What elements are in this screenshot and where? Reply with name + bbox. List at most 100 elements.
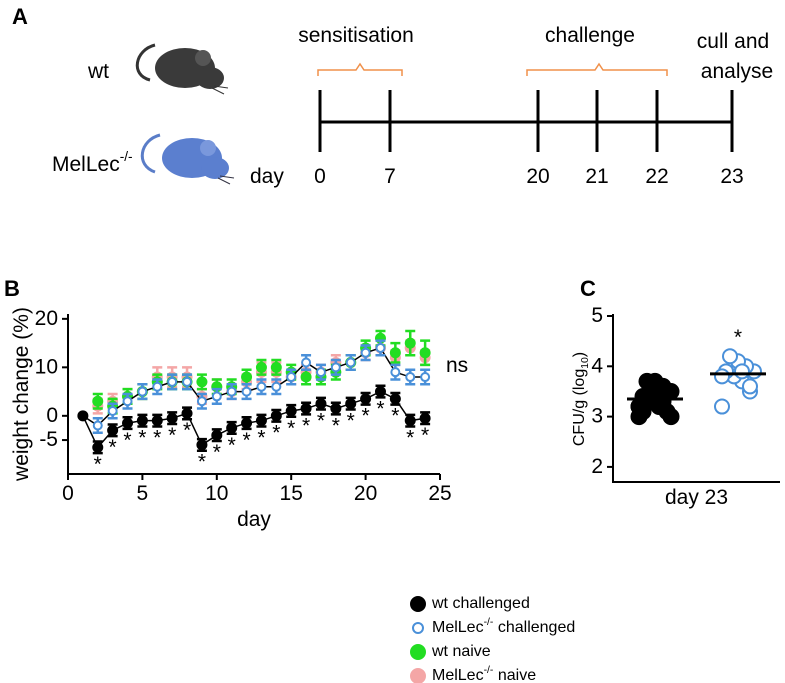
data-point xyxy=(255,415,267,427)
end-label: cull and xyxy=(697,30,769,53)
y-axis-title: CFU/g (log10) xyxy=(571,352,591,446)
day-number: 22 xyxy=(645,165,668,188)
significance: * xyxy=(94,453,102,476)
day-number: 20 xyxy=(526,165,549,188)
data-point xyxy=(375,342,386,353)
significance: * xyxy=(213,441,221,464)
data-point xyxy=(419,347,431,359)
series-line xyxy=(82,347,426,427)
data-point xyxy=(300,403,312,415)
significance: * xyxy=(391,404,399,427)
phase-label: sensitisation xyxy=(298,24,414,47)
data-point xyxy=(389,393,401,405)
x-tick-label: day 23 xyxy=(665,486,728,509)
legend-label: MelLec-/- challenged xyxy=(432,617,575,636)
y-tick-label: 0 xyxy=(46,403,58,426)
significance: * xyxy=(272,421,280,444)
series-line xyxy=(82,390,426,449)
data-point xyxy=(330,403,342,415)
phase-label: challenge xyxy=(545,24,635,47)
data-point xyxy=(255,361,267,373)
data-point xyxy=(92,395,104,407)
data-point xyxy=(166,412,178,424)
x-tick-label: 5 xyxy=(137,482,149,505)
y-tick-label: 3 xyxy=(591,404,603,427)
data-point xyxy=(714,368,730,385)
significance: * xyxy=(421,424,429,447)
data-point xyxy=(151,415,163,427)
data-point xyxy=(241,417,253,429)
data-point xyxy=(345,357,356,368)
data-point xyxy=(638,372,656,390)
data-point xyxy=(734,363,750,380)
data-point xyxy=(167,376,178,387)
significance: * xyxy=(242,428,250,451)
panel-label: C xyxy=(580,276,596,301)
data-point xyxy=(722,348,738,365)
significance: * xyxy=(198,450,206,473)
data-point xyxy=(404,337,416,349)
data-point xyxy=(404,415,416,427)
data-point xyxy=(630,398,648,416)
significance: * xyxy=(138,426,146,449)
legend-label: MelLec-/- naive xyxy=(432,665,536,683)
end-label: analyse xyxy=(701,60,773,83)
legend-marker xyxy=(410,596,426,612)
data-point xyxy=(256,381,267,392)
data-point xyxy=(107,405,118,416)
legend-label: wt challenged xyxy=(431,595,530,612)
data-point xyxy=(360,393,372,405)
y-tick-label: 10 xyxy=(35,355,58,378)
data-point xyxy=(211,429,223,441)
significance: * xyxy=(228,433,236,456)
significance: * xyxy=(287,416,295,439)
significance: * xyxy=(406,426,414,449)
y-tick-label: 5 xyxy=(591,304,603,327)
significance: * xyxy=(302,414,310,437)
data-point xyxy=(270,361,282,373)
data-point xyxy=(92,420,103,431)
data-point xyxy=(136,415,148,427)
x-tick-label: 20 xyxy=(354,482,377,505)
data-point xyxy=(300,371,312,383)
data-point xyxy=(286,372,297,383)
day-number: 7 xyxy=(384,165,396,188)
data-point xyxy=(390,367,401,378)
data-point xyxy=(92,441,104,453)
data-point xyxy=(315,398,327,410)
axis xyxy=(612,314,780,483)
significance: * xyxy=(153,426,161,449)
bracket xyxy=(526,62,668,76)
legend-label: wt naive xyxy=(431,643,491,660)
data-point xyxy=(405,372,416,383)
y-axis-title: weight change (%) xyxy=(10,307,33,482)
legend-marker xyxy=(410,668,426,683)
data-point xyxy=(360,347,371,358)
data-point xyxy=(662,408,680,426)
data-point xyxy=(241,386,252,397)
y-tick-label: 4 xyxy=(591,354,603,377)
legend-marker xyxy=(410,644,426,660)
data-point xyxy=(742,378,758,395)
significance: * xyxy=(183,419,191,442)
significance: * xyxy=(109,436,117,459)
group-label: MelLec-/- xyxy=(52,149,133,175)
group-label: wt xyxy=(87,60,109,83)
data-point xyxy=(285,405,297,417)
day-number: 0 xyxy=(314,165,326,188)
data-point xyxy=(226,422,238,434)
annotation: * xyxy=(734,326,742,349)
data-point xyxy=(419,412,431,424)
data-point xyxy=(301,357,312,368)
data-point xyxy=(211,391,222,402)
data-point xyxy=(315,367,326,378)
data-point xyxy=(241,371,253,383)
data-point xyxy=(182,376,193,387)
data-point xyxy=(226,386,237,397)
data-point xyxy=(122,396,133,407)
x-tick-label: 25 xyxy=(428,482,451,505)
significance: * xyxy=(376,397,384,420)
significance: * xyxy=(362,404,370,427)
data-point xyxy=(271,381,282,392)
legend-marker xyxy=(412,622,424,634)
